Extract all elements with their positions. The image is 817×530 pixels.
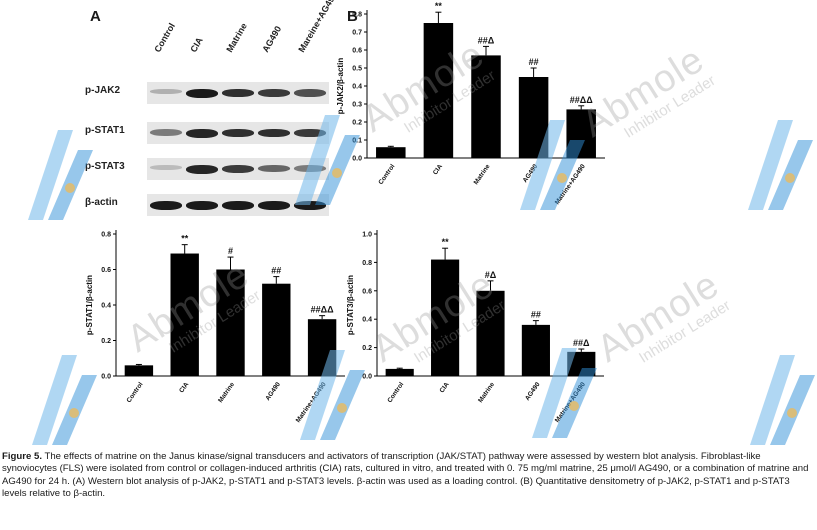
blot-band [150, 129, 182, 136]
significance-label: ** [181, 234, 189, 244]
y-axis-label: p-STAT1/β-actin [85, 275, 94, 335]
bar [431, 259, 460, 376]
y-tick-label: 0.2 [362, 345, 372, 352]
y-tick-label: 0.3 [352, 102, 362, 109]
y-tick-label: 0.0 [362, 374, 372, 381]
figure-caption: Figure 5. The effects of matrine on the … [2, 451, 814, 501]
blot-row-label: β-actin [85, 197, 118, 208]
bar [423, 23, 454, 158]
bar [376, 147, 406, 158]
caption-lead: Figure 5. [2, 451, 42, 462]
blot-band [150, 89, 182, 94]
bar [476, 290, 505, 376]
y-tick-label: 0.6 [362, 288, 372, 295]
y-tick-label: 0.2 [352, 120, 362, 127]
y-tick-label: 0.7 [352, 30, 362, 37]
blot-band [222, 129, 254, 137]
y-tick-label: 0.4 [101, 303, 111, 310]
bar [521, 324, 550, 376]
y-tick-label: 0.4 [352, 84, 362, 91]
blot-band [186, 89, 218, 98]
y-tick-label: 0.4 [362, 317, 372, 324]
x-tick-label: Control [386, 381, 405, 404]
y-tick-label: 1.0 [362, 232, 372, 239]
x-tick-label: Matrine+AG490 [554, 381, 587, 424]
y-tick-label: 0.8 [362, 260, 372, 267]
blot-row-label: p-STAT1 [85, 125, 125, 136]
bar [471, 55, 501, 158]
significance-label: # [228, 246, 233, 256]
significance-label: ##ΔΔ [570, 95, 593, 105]
significance-label: ## [529, 57, 539, 67]
blot-row-label: p-STAT3 [85, 161, 125, 172]
blot-band [258, 165, 290, 172]
blot-band [186, 165, 218, 174]
x-tick-label: Matrine [477, 381, 496, 404]
blot-band [258, 129, 290, 137]
blot-band [258, 201, 290, 210]
bar [170, 253, 199, 376]
western-blot: p-JAK2 p-STAT1 p-STAT3 β-actin [85, 30, 329, 220]
bar [124, 365, 154, 376]
significance-label: ##Δ [478, 35, 495, 45]
significance-label: ##ΔΔ [311, 305, 334, 315]
y-tick-label: 0.5 [352, 66, 362, 73]
blot-band [222, 201, 254, 210]
panel-b-letter: B [347, 8, 358, 25]
bar [216, 269, 245, 376]
significance-label: ** [442, 237, 450, 247]
blot-band [186, 201, 218, 210]
y-tick-label: 0.6 [352, 48, 362, 55]
blot-band [150, 165, 182, 170]
significance-label: #Δ [485, 270, 497, 280]
blot-band [258, 89, 290, 97]
significance-label: ** [435, 1, 443, 11]
x-tick-label: CIA [439, 381, 451, 394]
significance-label: ##Δ [573, 338, 590, 348]
blot-band [186, 129, 218, 138]
significance-label: ## [271, 266, 281, 276]
y-tick-label: 0.8 [352, 12, 362, 19]
significance-label: ## [531, 310, 541, 320]
caption-body: The effects of matrine on the Janus kina… [2, 451, 809, 500]
y-axis-label: p-STAT3/β-actin [346, 275, 355, 335]
blot-row-label: p-JAK2 [85, 85, 121, 96]
bar [262, 283, 291, 376]
y-axis-label: p-JAK2/β-actin [336, 58, 345, 115]
bar [385, 368, 414, 376]
blot-band [222, 165, 254, 173]
x-tick-label: AG490 [524, 381, 542, 402]
blot-band [222, 89, 254, 97]
blot-band [294, 89, 326, 97]
y-tick-label: 0.0 [101, 374, 111, 381]
bar [567, 351, 596, 376]
y-tick-label: 0.6 [101, 267, 111, 274]
y-tick-label: 0.2 [101, 338, 111, 345]
blot-band [294, 201, 326, 210]
y-tick-label: 0.8 [101, 232, 111, 239]
panel-a-letter: A [90, 8, 101, 25]
blot-band [150, 201, 182, 210]
